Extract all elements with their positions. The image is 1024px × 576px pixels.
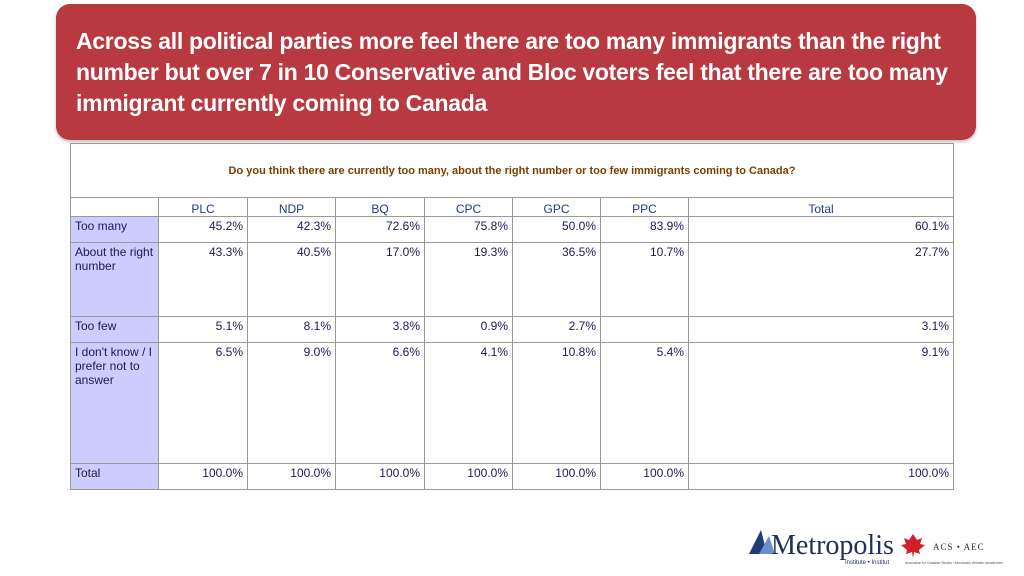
table-cell: 40.5% [247, 242, 336, 317]
table-cell: 43.3% [158, 242, 248, 317]
logo-sub: Institute • Institut [845, 560, 889, 566]
title: Across all political parties more feel t… [76, 28, 948, 116]
logo-acs-sub: Association for Canadian Studies • Assoc… [905, 561, 1003, 565]
table-cell: 6.5% [158, 342, 248, 464]
table-cell: 45.2% [158, 216, 248, 243]
title-banner: Across all political parties more feel t… [56, 4, 976, 140]
column-header: CPC [424, 197, 513, 217]
table-row: Total 100.0% 100.0% 100.0% 100.0% 100.0% 100.0… [70, 463, 954, 490]
table-cell: 3.8% [335, 316, 425, 343]
maple-leaf [901, 534, 925, 558]
table-cell: 27.7% [688, 242, 954, 317]
table-cell: 4.1% [424, 342, 513, 464]
column-header: PLC [158, 197, 248, 217]
table-cell: 19.3% [424, 242, 513, 317]
logo-mark [759, 536, 775, 554]
table-cell: 100.0% [335, 463, 425, 490]
row-label: About the right number [70, 242, 159, 317]
header-row: PLC NDP BQ CPC GPC PPC Total [70, 197, 954, 217]
table-row: I don't know / I prefer not to answer 6.5… [70, 342, 954, 464]
table-cell: 100.0% [600, 463, 689, 490]
question: Do you think there are currently too man… [70, 143, 954, 198]
table-cell: 6.6% [335, 342, 425, 464]
table-cell: 9.1% [688, 342, 954, 464]
table-cell: 5.1% [158, 316, 248, 343]
table-cell: 17.0% [335, 242, 425, 317]
corner-cell [70, 197, 159, 217]
table-cell: 8.1% [247, 316, 336, 343]
table-cell: 100.0% [247, 463, 336, 490]
table-cell: 42.3% [247, 216, 336, 243]
column-header: BQ [335, 197, 425, 217]
table-row: Too few 5.1% 8.1% 3.8% 0.9% 2.7% 3.1% [70, 316, 954, 343]
table-cell: 10.8% [512, 342, 601, 464]
table-cell: 75.8% [424, 216, 513, 243]
logo: Metropolis Institute • Institut ACS • AE… [749, 530, 1003, 566]
table-cell: 50.0% [512, 216, 601, 243]
table-cell: 100.0% [688, 463, 954, 490]
table-cell: 2.7% [512, 316, 601, 343]
logo-acs: ACS • AEC [933, 542, 985, 552]
table-row: About the right number 43.3% 40.5% 17.0% 19.… [70, 242, 954, 317]
table-cell: 83.9% [600, 216, 689, 243]
table-cell [600, 316, 689, 343]
table-cell: 60.1% [688, 216, 954, 243]
row-label: I don't know / I prefer not to answer [70, 342, 159, 464]
row-label: Too few [70, 316, 159, 343]
table-body: Do you think there are currently too man… [70, 143, 954, 490]
column-header: GPC [512, 197, 601, 217]
row-label: Too many [70, 216, 159, 243]
row-label: Total [70, 463, 159, 490]
data-table: Do you think there are currently too man… [70, 143, 954, 490]
table-cell: 3.1% [688, 316, 954, 343]
table-row: Too many 45.2% 42.3% 72.6% 75.8% 50.0% 83.9% 60… [70, 216, 954, 243]
table-cell: 9.0% [247, 342, 336, 464]
question-row: Do you think there are currently too man… [70, 143, 954, 198]
logo-name: Metropolis [771, 530, 894, 561]
table-cell: 36.5% [512, 242, 601, 317]
column-header: PPC [600, 197, 689, 217]
column-header: Total [688, 197, 954, 217]
table-cell: 72.6% [335, 216, 425, 243]
table-cell: 0.9% [424, 316, 513, 343]
table-cell: 100.0% [158, 463, 248, 490]
table-cell: 10.7% [600, 242, 689, 317]
table-cell: 100.0% [424, 463, 513, 490]
table-cell: 5.4% [600, 342, 689, 464]
column-header: NDP [247, 197, 336, 217]
table-cell: 100.0% [512, 463, 601, 490]
